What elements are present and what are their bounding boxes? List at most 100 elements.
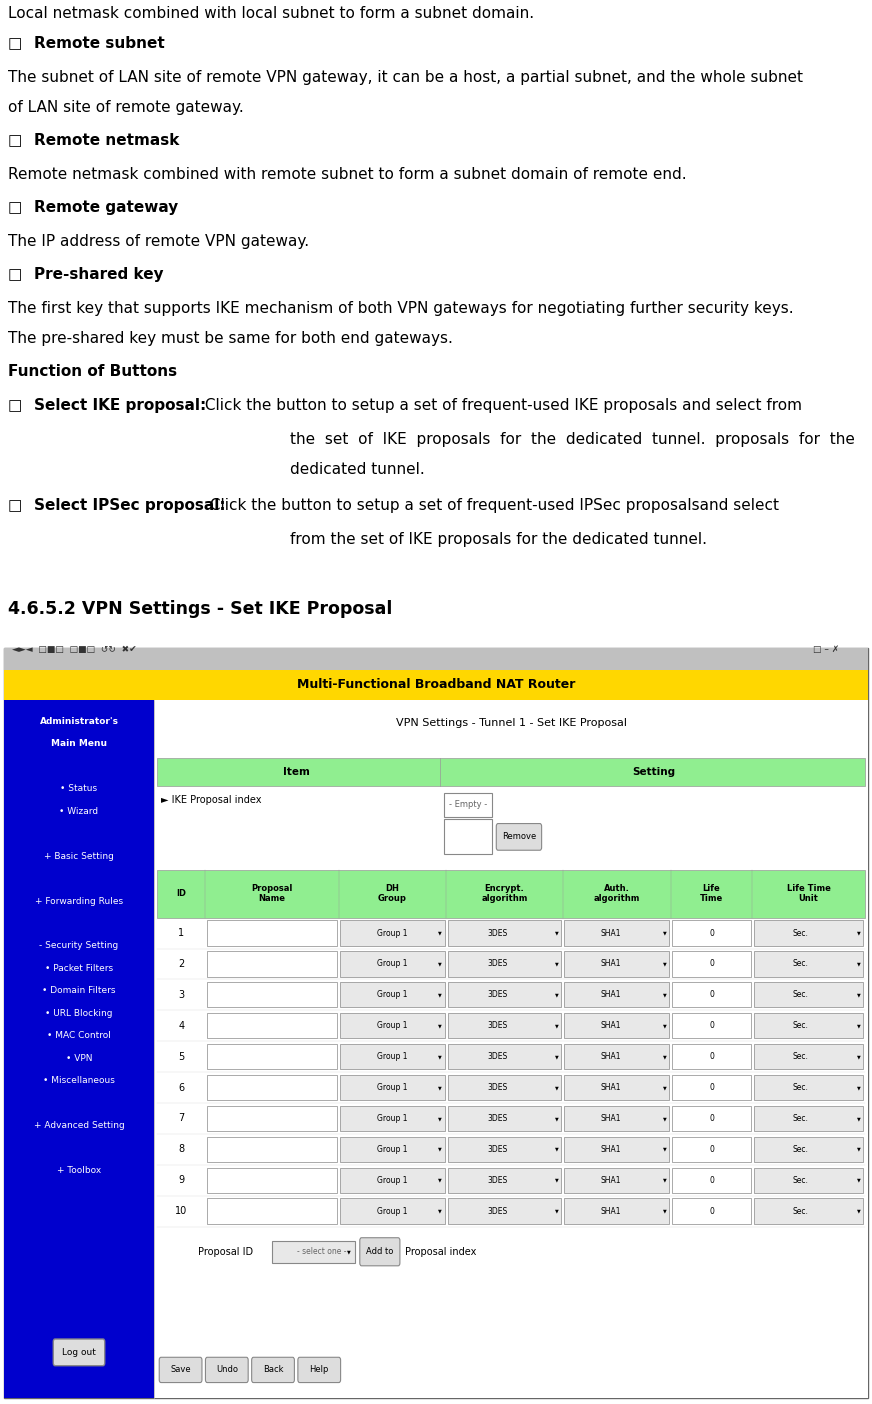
Text: 3DES: 3DES (487, 1082, 508, 1092)
FancyBboxPatch shape (252, 1358, 295, 1383)
Bar (754, 1137, 862, 1163)
Bar (672, 1014, 751, 1039)
Text: • Domain Filters: • Domain Filters (42, 987, 116, 995)
Text: Group 1: Group 1 (377, 1175, 407, 1185)
Bar (207, 1075, 337, 1101)
Bar (754, 1075, 862, 1101)
Text: ID: ID (176, 889, 187, 899)
Bar (207, 1199, 337, 1224)
Text: VPN Settings - Tunnel 1 - Set IKE Proposal: VPN Settings - Tunnel 1 - Set IKE Propos… (396, 719, 626, 729)
Text: ▼: ▼ (555, 1054, 558, 1059)
Text: 10: 10 (175, 1206, 187, 1216)
Text: + Forwarding Rules: + Forwarding Rules (35, 897, 123, 906)
Bar (672, 921, 751, 946)
Bar (754, 1045, 862, 1070)
Text: 8: 8 (178, 1144, 184, 1154)
Text: ▼: ▼ (555, 931, 558, 935)
Bar (564, 1199, 669, 1224)
Text: Click the button to setup a set of frequent-used IPSec proposalsand select: Click the button to setup a set of frequ… (205, 498, 779, 512)
Text: Sec.: Sec. (792, 1113, 808, 1123)
Text: • VPN: • VPN (65, 1054, 92, 1063)
Text: 4: 4 (178, 1021, 184, 1031)
Text: ▼: ▼ (347, 1250, 351, 1254)
Text: Remote subnet: Remote subnet (34, 37, 165, 51)
Text: ▼: ▼ (555, 1147, 558, 1151)
Text: Undo: Undo (215, 1366, 238, 1375)
Text: ▼: ▼ (555, 1178, 558, 1182)
Bar (448, 1014, 561, 1039)
Text: 0: 0 (709, 990, 714, 1000)
Text: ▼: ▼ (856, 993, 861, 997)
Text: □: □ (8, 498, 23, 512)
Text: SHA1: SHA1 (601, 928, 622, 938)
Text: ▼: ▼ (555, 1209, 558, 1213)
Bar (207, 983, 337, 1008)
Bar (207, 1168, 337, 1193)
Text: Remove: Remove (501, 833, 536, 841)
Text: Back: Back (262, 1366, 283, 1375)
Text: 0: 0 (709, 1144, 714, 1154)
Bar (340, 921, 445, 946)
Bar (272, 1241, 355, 1264)
Text: The first key that supports IKE mechanism of both VPN gateways for negotiating f: The first key that supports IKE mechanis… (8, 300, 794, 316)
Text: Auth.
algorithm: Auth. algorithm (594, 885, 640, 903)
Bar (340, 1045, 445, 1070)
Bar (672, 1045, 751, 1070)
Text: ▼: ▼ (555, 962, 558, 966)
Text: Sec.: Sec. (792, 1082, 808, 1092)
Bar (672, 983, 751, 1008)
Text: Pre-shared key: Pre-shared key (34, 267, 164, 282)
Text: ▼: ▼ (555, 1024, 558, 1028)
Text: Sec.: Sec. (792, 1021, 808, 1031)
Text: 0: 0 (709, 1082, 714, 1092)
Text: □: □ (8, 267, 23, 282)
Text: SHA1: SHA1 (601, 1082, 622, 1092)
Text: • Status: • Status (60, 785, 98, 793)
Text: 3DES: 3DES (487, 1175, 508, 1185)
Text: • URL Blocking: • URL Blocking (45, 1009, 112, 1018)
Text: Group 1: Group 1 (377, 959, 407, 969)
Text: Encrypt.
algorithm: Encrypt. algorithm (481, 885, 528, 903)
Bar (672, 1106, 751, 1132)
Text: the  set  of  IKE  proposals  for  the  dedicated  tunnel.  proposals  for  the: the set of IKE proposals for the dedicat… (290, 432, 855, 446)
Text: ▼: ▼ (856, 1147, 861, 1151)
Text: SHA1: SHA1 (601, 1175, 622, 1185)
Bar (340, 1014, 445, 1039)
Bar (207, 952, 337, 977)
Text: - Empty -: - Empty - (449, 800, 487, 809)
Text: Remote gateway: Remote gateway (34, 199, 178, 215)
Bar (448, 983, 561, 1008)
Text: - Security Setting: - Security Setting (39, 942, 119, 951)
Bar (564, 1106, 669, 1132)
Text: □: □ (8, 199, 23, 215)
FancyBboxPatch shape (298, 1358, 341, 1383)
Text: 9: 9 (178, 1175, 184, 1185)
Bar (340, 1106, 445, 1132)
Bar (340, 1168, 445, 1193)
Text: SHA1: SHA1 (601, 1021, 622, 1031)
Text: 7: 7 (178, 1113, 184, 1123)
Text: 3DES: 3DES (487, 1144, 508, 1154)
Text: + Toolbox: + Toolbox (57, 1167, 101, 1175)
Bar (754, 1168, 862, 1193)
Bar (564, 952, 669, 977)
Text: Proposal
Name: Proposal Name (251, 885, 292, 903)
Text: Group 1: Group 1 (377, 1082, 407, 1092)
Text: SHA1: SHA1 (601, 1052, 622, 1061)
Text: 1: 1 (178, 928, 184, 938)
Text: 3DES: 3DES (487, 990, 508, 1000)
Text: ▼: ▼ (439, 1054, 442, 1059)
Text: Sec.: Sec. (792, 928, 808, 938)
Text: Select IKE proposal:: Select IKE proposal: (34, 397, 207, 413)
Bar (672, 1137, 751, 1163)
Bar (207, 1014, 337, 1039)
Bar (448, 1168, 561, 1193)
Text: Function of Buttons: Function of Buttons (8, 364, 177, 379)
Text: Sec.: Sec. (792, 1144, 808, 1154)
Text: ▼: ▼ (663, 1085, 666, 1090)
Text: of LAN site of remote gateway.: of LAN site of remote gateway. (8, 100, 244, 115)
Text: Remote netmask combined with remote subnet to form a subnet domain of remote end: Remote netmask combined with remote subn… (8, 167, 686, 183)
Text: SHA1: SHA1 (601, 1206, 622, 1216)
Bar (754, 1014, 862, 1039)
Bar (672, 952, 751, 977)
